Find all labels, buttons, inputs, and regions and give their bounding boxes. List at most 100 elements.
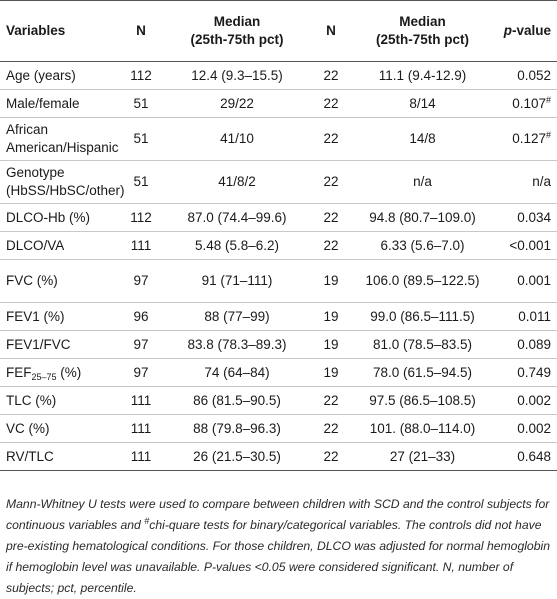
table-row: FEV1/FVC 97 83.8 (78.3–89.3) 19 81.0 (78… [0,331,557,359]
table-row: FEV1 (%) 96 88 (77–99) 19 99.0 (86.5–111… [0,303,557,331]
table-body: Age (years) 112 12.4 (9.3–15.5) 22 11.1 … [0,62,557,471]
cell-n-group2: 22 [323,67,339,83]
cell-p-value: 0.648 [495,443,557,471]
header-median-group1: Median (25th-75th pct) [162,1,312,62]
table-row: FEF25–75 (%) 97 74 (64–84) 19 78.0 (61.5… [0,359,557,387]
cell-variable: African American/Hispanic [6,122,119,155]
cell-median-group2: 94.8 (80.7–109.0) [369,209,476,225]
cell-variable: DLCO/VA [6,237,65,253]
cell-n-group1: 96 [133,308,149,324]
cell-median-group2: 6.33 (5.6–7.0) [380,237,465,253]
header-p-value: p-value [495,1,557,62]
cell-median-group1: 74 (64–84) [204,364,270,380]
p-value-footnote-mark: # [545,94,551,105]
p-value-text: 0.002 [517,392,551,408]
cell-p-value: 0.002 [495,415,557,443]
cell-variable: FEF25–75 (%) [0,359,120,387]
cell-n-group2: 19 [323,273,339,288]
header-p-italic: p [503,23,512,38]
p-value-text: 0.648 [517,448,551,464]
footnote-mark: # [144,516,150,526]
cell-n-group1: 97 [133,336,149,352]
cell-n-group1: 51 [133,174,149,189]
cell-n-group2: 22 [323,237,339,253]
cell-median-group1: 29/22 [220,95,254,111]
cell-median-group2: 14/8 [409,131,436,146]
table-row: VC (%) 111 88 (79.8–96.3) 22 101. (88.0–… [0,415,557,443]
cell-median-group2: 11.1 (9.4-12.9) [378,67,467,83]
p-value-text: <0.001 [509,237,551,253]
cell-median-group1: 88 (79.8–96.3) [193,420,281,436]
cell-n-group1: 111 [130,237,152,253]
table-row: DLCO-Hb (%) 112 87.0 (74.4–99.6) 22 94.8… [0,204,557,232]
cell-n-group1: 112 [130,209,152,225]
p-value-text: 0.002 [517,420,551,436]
cell-variable: Male/female [6,95,80,111]
header-median-group1-subtitle: (25th-75th pct) [190,32,284,47]
cell-n-group2: 22 [323,131,339,146]
cell-variable: FVC (%) [6,273,58,288]
cell-p-value: 0.034 [495,204,557,232]
cell-variable: FEV1 (%) [6,308,65,324]
cell-variable: TLC (%) [6,392,57,408]
p-value-text: 0.089 [517,336,551,352]
cell-n-group2: 19 [323,364,339,380]
cell-variable: RV/TLC [6,448,54,464]
cell-median-group1: 86 (81.5–90.5) [193,392,281,408]
cell-n-group1: 112 [130,67,152,83]
p-value-text: 0.052 [517,67,551,83]
cell-p-value: n/a [495,161,557,204]
p-value-text: 0.001 [517,273,551,288]
cell-p-value: 0.127# [495,118,557,161]
cell-variable: Age (years) [6,67,76,83]
cell-n-group2: 19 [323,336,339,352]
cell-median-group2: 8/14 [409,95,436,111]
cell-median-group2: 97.5 (86.5–108.5) [369,392,476,408]
table-row: African American/Hispanic 51 41/10 22 14… [0,118,557,161]
table-footnote: Mann-Whitney U tests were used to compar… [0,494,557,599]
cell-variable: FEV1/FVC [6,336,71,352]
header-median-group1-title: Median [213,14,261,29]
cell-p-value: 0.749 [495,359,557,387]
cell-p-value: <0.001 [495,232,557,260]
cell-median-group2: n/a [413,174,432,189]
header-row: Variables N Median (25th-75th pct) N Med… [0,0,557,62]
p-value-text: 0.127 [512,131,546,146]
header-variables: Variables [6,23,66,38]
cell-n-group2: 22 [323,174,339,189]
cell-median-group1: 88 (77–99) [204,308,270,324]
p-value-text: n/a [532,174,551,189]
table-row: RV/TLC 111 26 (21.5–30.5) 22 27 (21–33) … [0,443,557,471]
cell-median-group2: 99.0 (86.5–111.5) [370,308,475,324]
header-p-rest: -value [511,23,551,38]
cell-n-group2: 22 [323,392,339,408]
cell-variable: Genotype (HbSS/HbSC/other) [6,165,125,198]
footnote-part2: chi-quare tests for binary/categorical v… [6,518,550,595]
p-value-text: 0.034 [517,209,551,225]
p-value-text: 0.011 [518,308,551,324]
cell-median-group1: 26 (21.5–30.5) [193,448,281,464]
cell-n-group1: 111 [130,392,152,408]
cell-median-group2: 27 (21–33) [389,448,456,464]
cell-p-value: 0.001 [495,260,557,303]
cell-median-group1: 5.48 (5.8–6.2) [194,237,280,253]
p-value-text: 0.749 [517,364,551,380]
p-value-text: 0.107 [512,95,546,111]
header-median-group2-title: Median [399,14,446,29]
table-row: FVC (%) 97 91 (71–111) 19 106.0 (89.5–12… [0,260,557,303]
variable-main: FEF [6,364,32,380]
cell-n-group1: 97 [133,273,149,288]
cell-median-group1: 83.8 (78.3–89.3) [187,336,287,352]
table-row: Genotype (HbSS/HbSC/other) 51 41/8/2 22 … [0,161,557,204]
header-median-group2-subtitle: (25th-75th pct) [375,32,469,47]
table-row: Male/female 51 29/22 22 8/14 0.107# [0,90,557,118]
cell-median-group1: 12.4 (9.3–15.5) [191,67,283,83]
cell-median-group2: 81.0 (78.5–83.5) [372,336,473,352]
cell-variable: DLCO-Hb (%) [6,209,91,225]
table-row: TLC (%) 111 86 (81.5–90.5) 22 97.5 (86.5… [0,387,557,415]
cell-p-value: 0.052 [495,62,557,90]
cell-p-value: 0.002 [495,387,557,415]
cell-n-group1: 51 [133,95,149,111]
cell-n-group2: 22 [323,95,339,111]
